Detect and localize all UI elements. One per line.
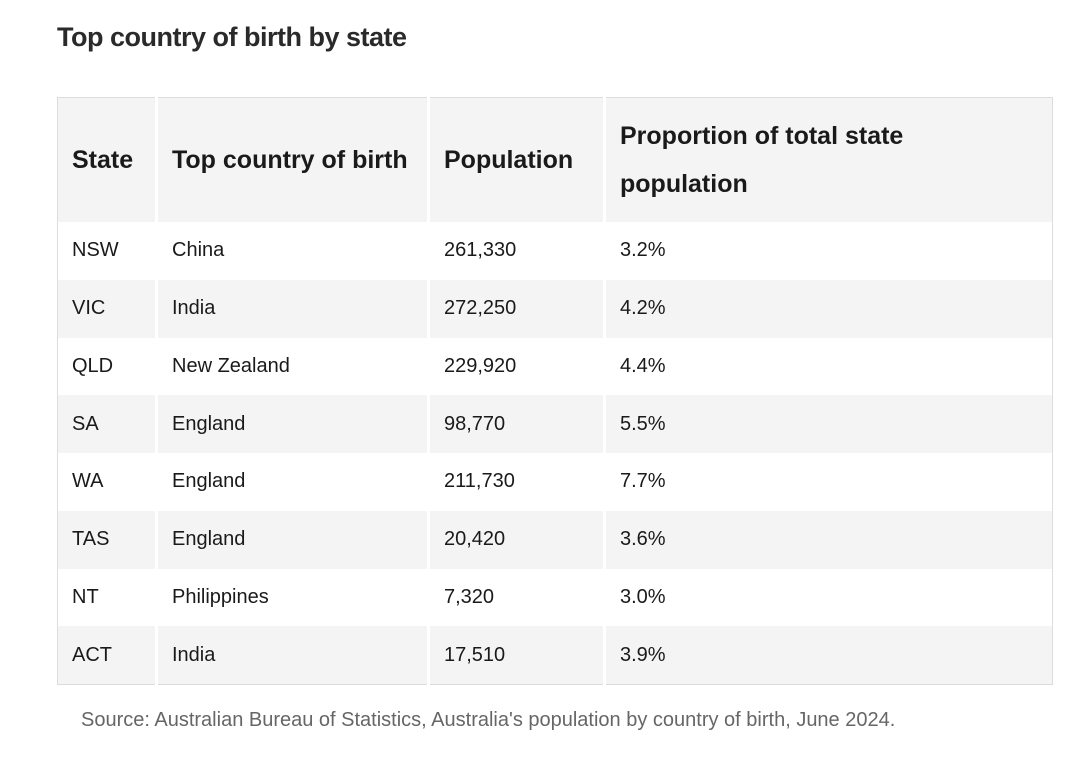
table-cell: VIC bbox=[57, 279, 157, 338]
header-row: State Top country of birth Population Propo… bbox=[57, 97, 1053, 222]
table-cell: 3.0% bbox=[603, 568, 1053, 627]
table-row: QLD New Zealand 229,920 4.4% bbox=[57, 337, 1053, 396]
table-cell: India bbox=[155, 279, 429, 338]
table-cell: England bbox=[155, 510, 429, 569]
table-row: VIC India 272,250 4.2% bbox=[57, 279, 1053, 338]
table-cell: 211,730 bbox=[427, 453, 605, 511]
table-cell: 20,420 bbox=[427, 510, 605, 569]
title: Top country of birth by state bbox=[57, 22, 407, 52]
table-cell: 272,250 bbox=[427, 279, 605, 338]
table-row: TAS England 20,420 3.6% bbox=[57, 510, 1053, 569]
table-cell: 4.4% bbox=[603, 337, 1053, 396]
table-cell: 261,330 bbox=[427, 222, 605, 280]
table-cell: 17,510 bbox=[427, 626, 605, 685]
table-cell: India bbox=[155, 626, 429, 685]
table-head: State Top country of birth Population Propo… bbox=[57, 97, 1053, 222]
table-cell: 5.5% bbox=[603, 395, 1053, 453]
table-row: SA England 98,770 5.5% bbox=[57, 395, 1053, 453]
table-cell: WA bbox=[57, 453, 157, 511]
table-cell: England bbox=[155, 395, 429, 453]
table-cell: Philippines bbox=[155, 568, 429, 627]
table-row: NT Philippines 7,320 3.0% bbox=[57, 568, 1053, 627]
data-table: State Top country of birth Population Propo… bbox=[57, 97, 1053, 685]
source-note: Source: Australian Bureau of Statistics,… bbox=[81, 709, 896, 731]
table-cell: New Zealand bbox=[155, 337, 429, 396]
table-cell: QLD bbox=[57, 337, 157, 396]
column-header: State bbox=[57, 97, 157, 222]
table-cell: 98,770 bbox=[427, 395, 605, 453]
table-cell: SA bbox=[57, 395, 157, 453]
table-cell: 3.2% bbox=[603, 222, 1053, 280]
table-row: NSW China 261,330 3.2% bbox=[57, 222, 1053, 280]
table-cell: 229,920 bbox=[427, 337, 605, 396]
column-header: Proportion of total state population bbox=[603, 97, 1053, 222]
table-cell: NT bbox=[57, 568, 157, 627]
table-cell: 3.9% bbox=[603, 626, 1053, 685]
table-cell: 3.6% bbox=[603, 510, 1053, 569]
table-row: ACT India 17,510 3.9% bbox=[57, 626, 1053, 685]
table-cell: 7.7% bbox=[603, 453, 1053, 511]
table-cell: China bbox=[155, 222, 429, 280]
table-cell: ACT bbox=[57, 626, 157, 685]
table-cell: TAS bbox=[57, 510, 157, 569]
column-header: Top country of birth bbox=[155, 97, 429, 222]
table-cell: England bbox=[155, 453, 429, 511]
table-body: NSW China 261,330 3.2% VIC India 272,250 4.2% QL… bbox=[57, 222, 1053, 685]
table-row: WA England 211,730 7.7% bbox=[57, 453, 1053, 511]
column-header: Population bbox=[427, 97, 605, 222]
table-cell: 7,320 bbox=[427, 568, 605, 627]
table-cell: NSW bbox=[57, 222, 157, 280]
table-cell: 4.2% bbox=[603, 279, 1053, 338]
